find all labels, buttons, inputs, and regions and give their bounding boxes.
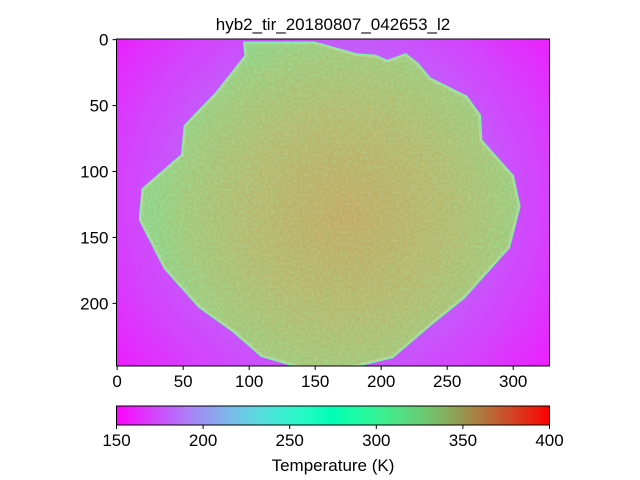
y-axis-tick-label: 200 [80, 294, 108, 313]
x-axis-tick-label: 50 [174, 372, 193, 391]
x-axis: 0 50 100 150 200 250 300 [112, 366, 527, 391]
colorbar-tick-label: 200 [189, 431, 217, 450]
colorbar-tick-label: 400 [535, 431, 563, 450]
x-axis-tick-label: 200 [367, 372, 395, 391]
colorbar-tick-label: 250 [276, 431, 304, 450]
x-axis-tick-label: 100 [235, 372, 263, 391]
y-axis: 0 50 100 150 200 [80, 31, 117, 313]
heatmap-area [116, 39, 550, 366]
colorbar-axis: 150 200 250 300 350 400 [102, 425, 564, 450]
colorbar-tick-label: 350 [449, 431, 477, 450]
y-axis-tick-label: 100 [80, 163, 108, 182]
colorbar-tick-label: 300 [362, 431, 390, 450]
x-axis-tick-label: 300 [499, 372, 527, 391]
x-axis-tick-label: 150 [301, 372, 329, 391]
y-axis-tick-label: 0 [99, 31, 108, 50]
y-axis-tick-label: 150 [80, 228, 108, 247]
colorbar-tick-label: 150 [102, 431, 130, 450]
colorbar-label: Temperature (K) [272, 456, 395, 475]
asteroid-texture [140, 43, 520, 366]
y-axis-tick-label: 50 [90, 97, 109, 116]
x-axis-tick-label: 250 [433, 372, 461, 391]
plot-frame [116, 38, 550, 367]
colorbar [116, 405, 550, 426]
chart-title: hyb2_tir_20180807_042653_l2 [216, 15, 450, 34]
x-axis-tick-label: 0 [112, 372, 121, 391]
